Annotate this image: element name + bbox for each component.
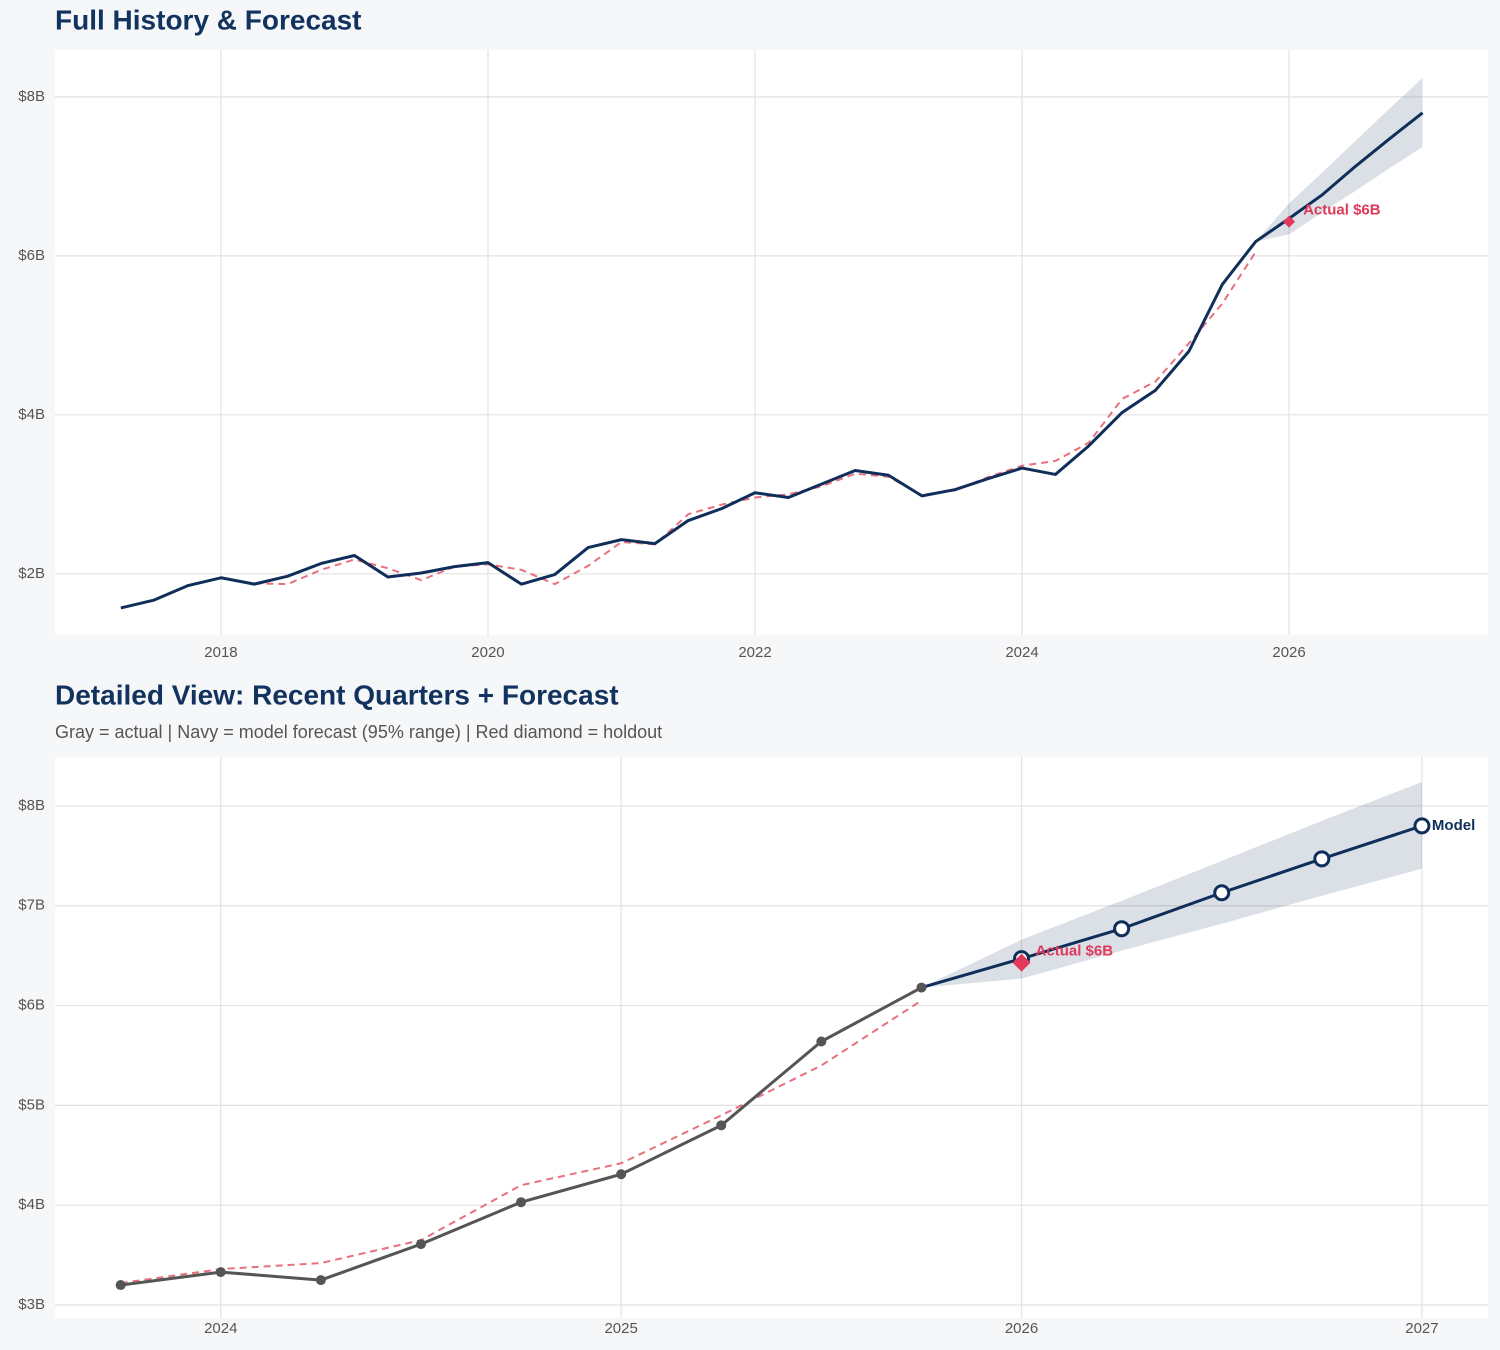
x-tick-label: 2018	[204, 644, 237, 661]
y-tick-label: $4B	[18, 1196, 45, 1213]
forecast-point	[1413, 817, 1431, 835]
plot-area	[55, 757, 1488, 1318]
chart-title: Detailed View: Recent Quarters + Forecas…	[55, 679, 619, 710]
x-tick-label: 2026	[1005, 1320, 1038, 1337]
x-tick-label: 2027	[1405, 1320, 1438, 1337]
forecast-point	[1113, 920, 1131, 938]
series-line	[120, 111, 1424, 610]
x-tick-label: 2024	[1005, 644, 1038, 661]
y-tick-label: $8B	[18, 797, 45, 814]
actual-point	[816, 1036, 827, 1047]
chart-subtitle: Gray = actual | Navy = model forecast (9…	[55, 722, 662, 742]
end-label: Model	[1432, 817, 1475, 834]
actual-point	[415, 1239, 426, 1250]
actual-point	[516, 1197, 527, 1208]
y-tick-label: $6B	[18, 997, 45, 1014]
holdout-label: Actual $6B	[1036, 943, 1114, 960]
y-tick-label: $8B	[18, 88, 45, 105]
y-tick-label: $7B	[18, 897, 45, 914]
series-line	[254, 251, 1257, 586]
actual-point	[215, 1267, 226, 1278]
forecast-point	[1313, 850, 1331, 868]
y-tick-label: $3B	[18, 1296, 45, 1313]
x-tick-label: 2024	[204, 1320, 237, 1337]
actual-point	[315, 1275, 326, 1286]
actual-point	[716, 1120, 727, 1131]
y-tick-label: $2B	[18, 565, 45, 582]
y-tick-label: $5B	[18, 1096, 45, 1113]
actual-point	[616, 1169, 627, 1180]
forecast-band	[1255, 77, 1423, 242]
x-tick-label: 2020	[471, 644, 504, 661]
y-tick-label: $6B	[18, 247, 45, 264]
holdout-point	[1283, 215, 1296, 228]
y-tick-label: $4B	[18, 406, 45, 423]
x-tick-label: 2025	[604, 1320, 637, 1337]
holdout-label: Actual $6B	[1303, 202, 1381, 219]
series-line	[921, 824, 1423, 990]
forecast-band	[921, 781, 1422, 988]
actual-point	[115, 1280, 126, 1291]
series-line	[120, 999, 922, 1285]
plot-area	[55, 50, 1488, 635]
x-tick-label: 2026	[1272, 644, 1305, 661]
holdout-point	[1012, 953, 1031, 972]
x-tick-label: 2022	[738, 644, 771, 661]
forecast-point	[1213, 884, 1231, 902]
actual-point	[916, 982, 927, 993]
chart-title: Full History & Forecast	[55, 4, 362, 35]
